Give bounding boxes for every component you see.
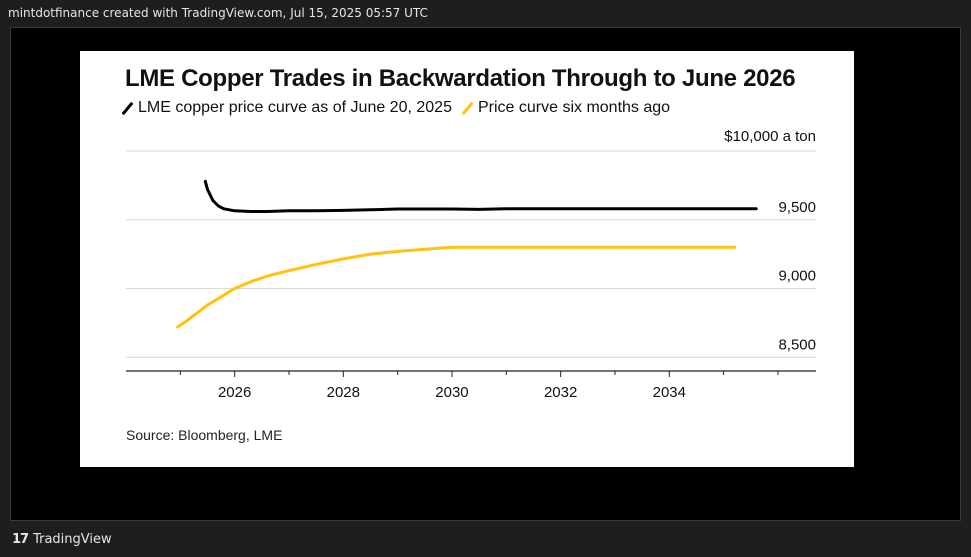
source-note: Source: Bloomberg, LME bbox=[126, 427, 283, 443]
legend-item-current: LME copper price curve as of June 20, 20… bbox=[121, 99, 452, 117]
x-tick-label-1: 2028 bbox=[327, 384, 360, 401]
series-line-0 bbox=[203, 179, 758, 213]
y-unit-label: $10,000 a ton bbox=[724, 128, 816, 145]
footer-brand: TradingView bbox=[33, 531, 112, 547]
y-tick-label-2: 8,500 bbox=[778, 336, 816, 353]
header-caption: mintdotfinance created with TradingView.… bbox=[0, 0, 971, 27]
series-line-1 bbox=[176, 245, 736, 329]
chart-svg: $10,000 a ton 9,500 9,000 8,500 2026 2028 2030… bbox=[126, 128, 816, 401]
x-tick-label-0: 2026 bbox=[218, 384, 251, 401]
legend-label-current: LME copper price curve as of June 20, 20… bbox=[138, 99, 452, 116]
x-tick-label-3: 2032 bbox=[544, 384, 577, 401]
chart-card: LME Copper Trades in Backwardation Throu… bbox=[80, 51, 854, 467]
legend-item-six-months: Price curve six months ago bbox=[461, 99, 671, 117]
x-tick-label-2: 2030 bbox=[435, 384, 468, 401]
legend: LME copper price curve as of June 20, 20… bbox=[121, 99, 684, 117]
y-tick-label-1: 9,000 bbox=[778, 268, 816, 285]
footer: 17 TradingView bbox=[0, 521, 971, 557]
y-tick-label-0: 9,500 bbox=[778, 199, 816, 216]
legend-label-six-months: Price curve six months ago bbox=[477, 99, 671, 116]
tradingview-logo-icon: 17 bbox=[12, 531, 29, 547]
chart-title: LME Copper Trades in Backwardation Throu… bbox=[125, 65, 796, 92]
x-tick-label-4: 2034 bbox=[653, 384, 686, 401]
